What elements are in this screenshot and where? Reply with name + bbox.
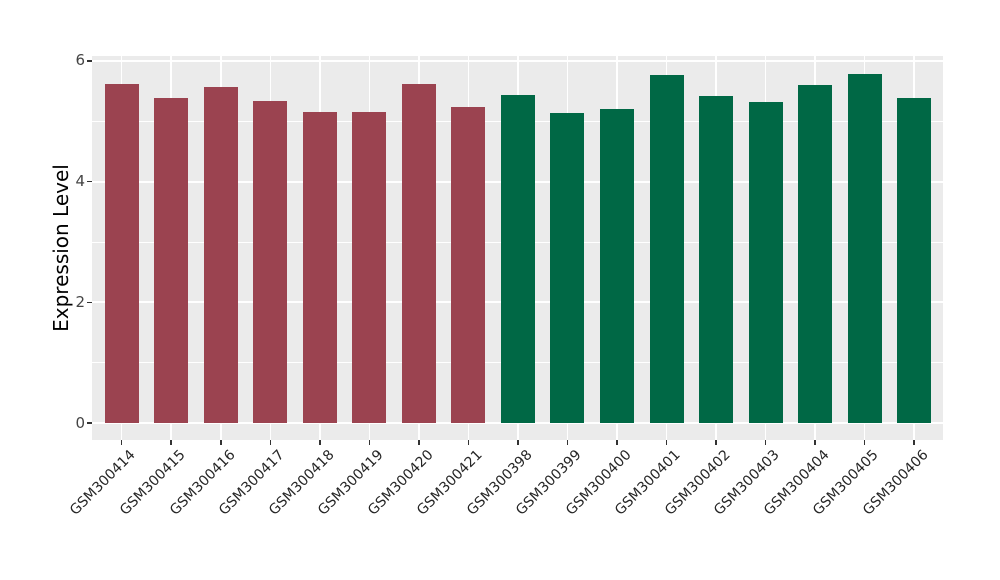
x-tick-mark — [368, 440, 371, 445]
bar — [550, 113, 585, 424]
y-tick-mark — [87, 422, 92, 424]
x-tick-mark — [220, 440, 222, 445]
plot-panel — [92, 56, 943, 440]
y-tick-mark — [87, 180, 92, 183]
bar — [600, 108, 634, 424]
y-tick-label: 0 — [75, 413, 85, 432]
bar — [500, 94, 535, 424]
y-tick-label: 6 — [75, 51, 85, 70]
x-tick-mark — [319, 440, 321, 445]
bar — [847, 73, 882, 424]
y-tick-mark — [87, 60, 92, 62]
bar — [253, 100, 288, 424]
bar — [649, 74, 684, 424]
x-tick-mark — [665, 440, 668, 445]
x-tick-mark — [418, 440, 420, 445]
y-tick-mark — [87, 301, 92, 304]
x-tick-mark — [170, 440, 172, 445]
bar — [748, 101, 783, 424]
x-tick-mark — [616, 440, 618, 445]
bar — [401, 84, 436, 424]
x-tick-mark — [120, 440, 123, 445]
x-tick-mark — [863, 440, 866, 445]
bar — [352, 112, 387, 424]
bar — [897, 98, 932, 424]
x-tick-mark — [517, 440, 519, 445]
bar — [699, 96, 734, 424]
bar — [203, 87, 238, 424]
bar — [451, 106, 486, 424]
bar — [798, 84, 833, 424]
y-tick-label: 2 — [75, 292, 85, 311]
y-tick-label: 4 — [75, 172, 85, 191]
bar — [104, 83, 139, 424]
x-tick-mark — [566, 440, 569, 445]
bar — [302, 112, 337, 424]
x-tick-mark — [269, 440, 272, 445]
bar — [154, 98, 189, 424]
x-tick-mark — [814, 440, 816, 445]
x-tick-mark — [913, 440, 915, 445]
x-tick-mark — [467, 440, 470, 445]
x-tick-mark — [715, 440, 717, 445]
x-tick-mark — [764, 440, 767, 445]
